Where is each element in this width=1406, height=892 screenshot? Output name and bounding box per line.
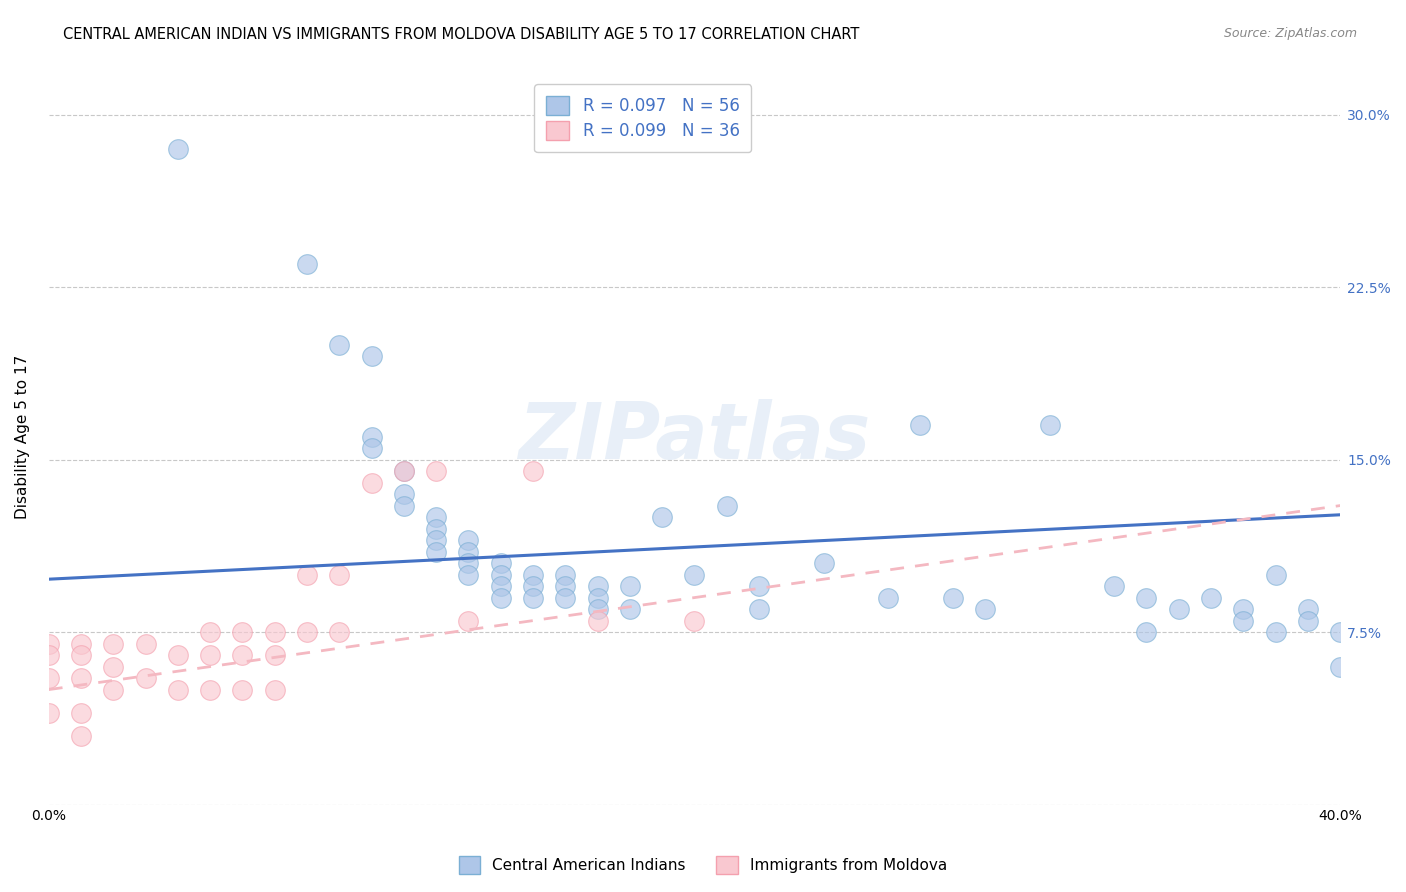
Point: [295, 567, 318, 582]
Point: [554, 567, 576, 582]
Point: [231, 682, 253, 697]
Point: [38, 706, 60, 720]
Point: [586, 591, 609, 605]
Point: [1039, 418, 1062, 433]
Legend: Central American Indians, Immigrants from Moldova: Central American Indians, Immigrants fro…: [453, 850, 953, 880]
Point: [522, 464, 544, 478]
Point: [392, 487, 415, 501]
Point: [135, 637, 157, 651]
Point: [1167, 602, 1189, 616]
Point: [942, 591, 965, 605]
Point: [1135, 625, 1157, 640]
Point: [457, 544, 479, 558]
Point: [425, 544, 447, 558]
Point: [522, 567, 544, 582]
Point: [263, 625, 285, 640]
Point: [489, 556, 512, 570]
Point: [1135, 591, 1157, 605]
Point: [586, 579, 609, 593]
Point: [651, 510, 673, 524]
Point: [1232, 602, 1254, 616]
Point: [877, 591, 900, 605]
Point: [425, 522, 447, 536]
Point: [1264, 567, 1286, 582]
Point: [198, 625, 221, 640]
Point: [457, 533, 479, 547]
Point: [198, 648, 221, 662]
Point: [619, 579, 641, 593]
Point: [263, 682, 285, 697]
Point: [328, 567, 350, 582]
Point: [489, 591, 512, 605]
Point: [360, 349, 382, 363]
Point: [1296, 614, 1319, 628]
Point: [457, 567, 479, 582]
Text: CENTRAL AMERICAN INDIAN VS IMMIGRANTS FROM MOLDOVA DISABILITY AGE 5 TO 17 CORREL: CENTRAL AMERICAN INDIAN VS IMMIGRANTS FR…: [63, 27, 859, 42]
Point: [38, 648, 60, 662]
Text: Source: ZipAtlas.com: Source: ZipAtlas.com: [1223, 27, 1357, 40]
Point: [522, 591, 544, 605]
Point: [1232, 614, 1254, 628]
Point: [1199, 591, 1222, 605]
Point: [586, 614, 609, 628]
Point: [392, 499, 415, 513]
Point: [167, 682, 190, 697]
Text: ZIPatlas: ZIPatlas: [519, 399, 870, 475]
Point: [328, 625, 350, 640]
Point: [716, 499, 738, 513]
Point: [489, 567, 512, 582]
Point: [295, 257, 318, 271]
Point: [70, 671, 93, 685]
Point: [135, 671, 157, 685]
Point: [813, 556, 835, 570]
Point: [263, 648, 285, 662]
Point: [328, 337, 350, 351]
Point: [70, 648, 93, 662]
Point: [457, 556, 479, 570]
Point: [392, 464, 415, 478]
Point: [425, 533, 447, 547]
Point: [1329, 659, 1351, 673]
Point: [231, 648, 253, 662]
Point: [167, 142, 190, 156]
Point: [70, 637, 93, 651]
Point: [974, 602, 997, 616]
Point: [1329, 625, 1351, 640]
Point: [295, 625, 318, 640]
Point: [554, 579, 576, 593]
Point: [360, 475, 382, 490]
Legend: R = 0.097   N = 56, R = 0.099   N = 36: R = 0.097 N = 56, R = 0.099 N = 36: [534, 84, 751, 152]
Point: [586, 602, 609, 616]
Point: [522, 579, 544, 593]
Y-axis label: Disability Age 5 to 17: Disability Age 5 to 17: [15, 354, 30, 518]
Point: [489, 579, 512, 593]
Point: [70, 706, 93, 720]
Point: [360, 429, 382, 443]
Point: [103, 637, 125, 651]
Point: [103, 682, 125, 697]
Point: [457, 614, 479, 628]
Point: [231, 625, 253, 640]
Point: [554, 591, 576, 605]
Point: [683, 614, 706, 628]
Point: [392, 464, 415, 478]
Point: [748, 602, 770, 616]
Point: [910, 418, 932, 433]
Point: [38, 637, 60, 651]
Point: [70, 729, 93, 743]
Point: [425, 464, 447, 478]
Point: [619, 602, 641, 616]
Point: [683, 567, 706, 582]
Point: [103, 659, 125, 673]
Point: [1296, 602, 1319, 616]
Point: [38, 671, 60, 685]
Point: [1264, 625, 1286, 640]
Point: [748, 579, 770, 593]
Point: [425, 510, 447, 524]
Point: [198, 682, 221, 697]
Point: [1102, 579, 1125, 593]
Point: [360, 441, 382, 455]
Point: [167, 648, 190, 662]
